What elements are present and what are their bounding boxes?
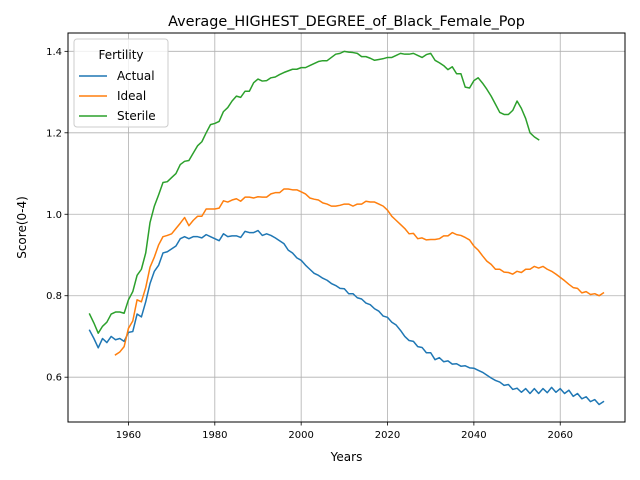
chart-title: Average_HIGHEST_DEGREE_of_Black_Female_P… xyxy=(168,14,525,30)
series-line-ideal xyxy=(114,188,605,356)
x-tick-label: 2040 xyxy=(461,430,486,441)
series-line-actual xyxy=(88,229,605,406)
series-line-sterile xyxy=(88,50,540,334)
y-tick-label: 1.2 xyxy=(46,128,62,139)
y-axis-ticks: 0.6 0.8 1.0 1.2 1.4 xyxy=(46,47,68,384)
x-tick-label: 1980 xyxy=(202,430,227,441)
x-tick-label: 2000 xyxy=(288,430,313,441)
legend-title: Fertility xyxy=(98,48,143,62)
y-axis-label: Score(0-4) xyxy=(15,196,29,259)
x-tick-label: 2020 xyxy=(375,430,400,441)
y-tick-label: 0.8 xyxy=(46,291,62,302)
y-tick-label: 1.0 xyxy=(46,210,62,221)
legend-box xyxy=(73,38,169,128)
y-tick-label: 0.6 xyxy=(46,373,62,384)
plot-frame xyxy=(67,32,626,423)
x-tick-label: 2060 xyxy=(548,430,573,441)
y-tick-label: 1.4 xyxy=(46,47,62,58)
legend-label-ideal: Ideal xyxy=(117,89,146,103)
legend-label-sterile: Sterile xyxy=(117,109,156,123)
x-tick-label: 1960 xyxy=(116,430,141,441)
x-axis-label: Years xyxy=(330,450,363,464)
legend-entries: Actual Ideal Sterile xyxy=(79,69,156,123)
legend: Fertility Actual Ideal Sterile xyxy=(73,38,169,128)
x-axis-ticks: 1960 1980 2000 2020 2040 2060 xyxy=(116,422,573,441)
legend-label-actual: Actual xyxy=(117,69,155,83)
plot-lines xyxy=(88,50,605,406)
